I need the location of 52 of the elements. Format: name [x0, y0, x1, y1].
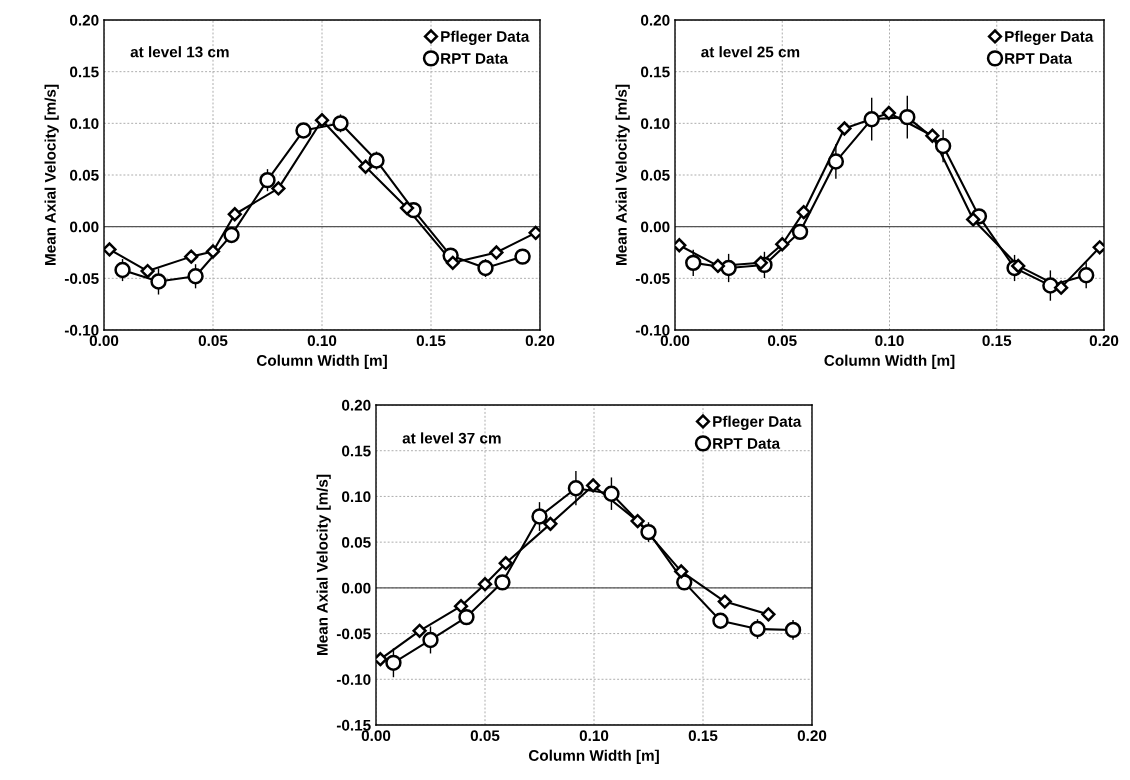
- y-tick-label: 0.00: [70, 221, 99, 233]
- x-tick-label: 0.00: [660, 335, 690, 347]
- y-tick-label: -0.05: [64, 273, 99, 285]
- x-tick-label: 0.05: [767, 335, 797, 347]
- y-tick-label: 0.10: [70, 118, 99, 130]
- legend-label: RPT Data: [1005, 53, 1073, 64]
- y-tick-label: -0.15: [336, 719, 371, 731]
- y-tick-label: 0.10: [342, 491, 371, 503]
- x-tick-label: 0.15: [688, 730, 718, 742]
- y-tick-label: -0.10: [64, 324, 99, 336]
- legend-label: RPT Data: [441, 53, 509, 64]
- y-tick-label: -0.05: [635, 273, 670, 285]
- x-tick-label: 0.10: [579, 730, 609, 742]
- x-tick-label: 0.00: [361, 730, 391, 742]
- y-tick-label: 0.15: [70, 66, 99, 78]
- y-tick-label: 0.10: [641, 118, 670, 130]
- legend-label: Pfleger Data: [441, 30, 530, 45]
- x-tick-label: 0.00: [89, 335, 119, 347]
- y-tick-label: 0.20: [70, 14, 99, 26]
- y-tick-label: -0.10: [635, 324, 670, 336]
- x-tick-label: 0.20: [797, 730, 827, 742]
- y-tick-label: 0.00: [641, 221, 670, 233]
- y-tick-label: 0.15: [342, 445, 371, 457]
- x-axis-title: Column Width [m]: [824, 354, 955, 369]
- x-tick-label: 0.15: [982, 335, 1012, 347]
- y-tick-label: 0.00: [342, 582, 371, 594]
- legend-label: Pfleger Data: [713, 415, 802, 430]
- annotation: at level 13 cm: [130, 46, 229, 58]
- x-axis-title: Column Width [m]: [256, 354, 387, 369]
- y-tick-label: 0.05: [641, 169, 670, 181]
- x-tick-label: 0.20: [1089, 335, 1119, 347]
- y-axis-title: Mean Axial Velocity [m/s]: [615, 84, 630, 265]
- x-tick-label: 0.15: [416, 335, 446, 347]
- y-tick-label: -0.10: [336, 674, 371, 685]
- y-axis-title: Mean Axial Velocity [m/s]: [44, 84, 59, 265]
- legend-label: Pfleger Data: [1005, 30, 1094, 45]
- y-tick-label: 0.15: [641, 66, 670, 78]
- y-tick-label: -0.05: [336, 628, 371, 640]
- x-tick-label: 0.10: [875, 335, 904, 347]
- y-axis-title: Mean Axial Velocity [m/s]: [316, 474, 331, 655]
- y-tick-label: 0.05: [342, 537, 371, 548]
- x-tick-label: 0.10: [307, 335, 337, 347]
- annotation: at level 37 cm: [402, 432, 501, 444]
- x-tick-label: 0.05: [198, 335, 228, 347]
- x-tick-label: 0.20: [525, 335, 555, 347]
- x-axis-title: Column Width [m]: [528, 749, 659, 764]
- y-tick-label: 0.05: [70, 169, 99, 181]
- y-tick-label: 0.20: [641, 14, 670, 26]
- legend-label: RPT Data: [713, 438, 781, 449]
- y-tick-label: 0.20: [342, 399, 371, 411]
- annotation: at level 25 cm: [701, 46, 800, 58]
- x-tick-label: 0.05: [470, 730, 500, 742]
